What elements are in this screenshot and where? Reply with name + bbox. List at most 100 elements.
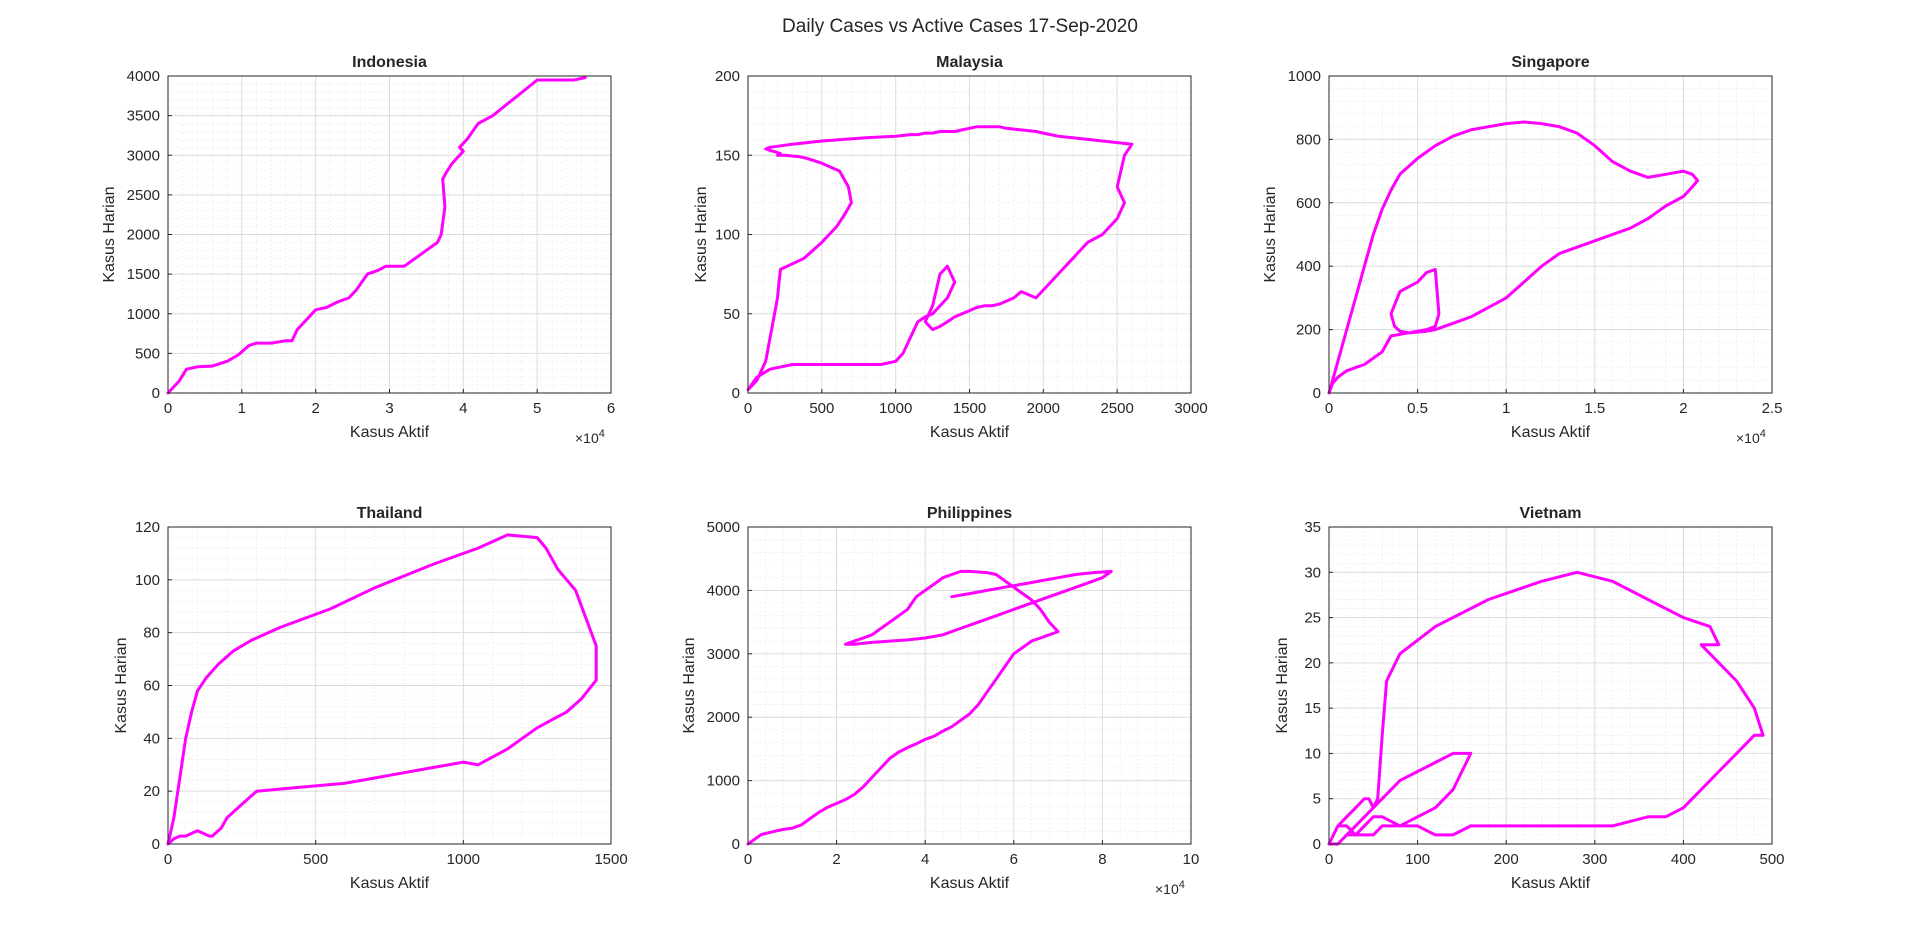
subplot-2: 0 0.5 1 1.5 2 2.5 0 200 400 600 800 1000 Singapore Ka…	[1262, 54, 1782, 446]
y-tick-label: 0	[152, 836, 160, 853]
x-tick-label: 0.5	[1407, 400, 1428, 417]
axes-box	[1328, 75, 1773, 394]
y-tick-label: 800	[1296, 131, 1321, 148]
y-tick-label: 2500	[127, 187, 160, 204]
subplot-title: Singapore	[1511, 54, 1589, 71]
x-tick-label: 2.5	[1762, 400, 1783, 417]
subplot-0: 0 1 2 3 4 5 6 0 500 1000 1500 2000 2500 3000 3500 4000 I…	[101, 54, 615, 446]
minor-grid	[1329, 76, 1772, 393]
x-tick-label: 6	[1010, 851, 1018, 868]
x-tick-label: 4	[459, 400, 467, 417]
x-tick-label: 1	[1502, 400, 1510, 417]
subplot-5: 0 100 200 300 400 500 0 5 10 15 20 25 30 35 Vietnam Kas…	[1274, 505, 1785, 892]
x-tick-label: 500	[1759, 851, 1784, 868]
y-tick-label: 1000	[127, 306, 160, 323]
plot-area	[748, 527, 1191, 844]
x-tick-label: 10	[1183, 851, 1200, 868]
y-tick-label: 10	[1304, 745, 1321, 762]
data-line-series-0	[746, 125, 1134, 392]
y-tick-label: 100	[135, 572, 160, 589]
x-exponent-label: ×104	[1155, 879, 1185, 897]
x-axis-label: Kasus Aktif	[930, 424, 1010, 441]
y-tick-label: 25	[1304, 610, 1321, 627]
subplot-4: 0 2 4 6 8 10 0 1000 2000 3000 4000 5000 Philippines K…	[681, 505, 1199, 897]
x-tick-label: 500	[809, 400, 834, 417]
y-tick-label: 5000	[707, 519, 740, 536]
x-tick-label: 500	[303, 851, 328, 868]
x-tick-label: 1500	[594, 851, 627, 868]
x-tick-label: 4	[921, 851, 929, 868]
y-tick-label: 600	[1296, 195, 1321, 212]
y-tick-label: 2000	[127, 227, 160, 244]
y-tick-label: 3000	[127, 147, 160, 164]
subplot-title: Thailand	[357, 505, 423, 522]
x-axis-label: Kasus Aktif	[1511, 424, 1591, 441]
x-tick-label: 0	[1325, 851, 1333, 868]
y-axis-label: Kasus Harian	[1274, 637, 1291, 733]
y-tick-label: 5	[1313, 791, 1321, 808]
x-tick-label: 1000	[879, 400, 912, 417]
axes-box	[1328, 526, 1773, 845]
y-axis-label: Kasus Harian	[101, 186, 118, 282]
y-tick-label: 0	[1313, 385, 1321, 402]
y-tick-label: 2000	[707, 709, 740, 726]
x-axis-label: Kasus Aktif	[350, 875, 430, 892]
y-tick-label: 200	[1296, 322, 1321, 339]
x-tick-label: 1	[238, 400, 246, 417]
x-tick-label: 2	[1679, 400, 1687, 417]
y-axis-label: Kasus Harian	[681, 637, 698, 733]
y-tick-label: 1000	[707, 773, 740, 790]
y-tick-label: 1000	[1288, 68, 1321, 85]
y-tick-label: 400	[1296, 258, 1321, 275]
plot-area	[1329, 527, 1772, 844]
y-tick-label: 200	[715, 68, 740, 85]
x-exponent-label: ×104	[1736, 428, 1766, 446]
subplot-1: 0 500 1000 1500 2000 2500 3000 0 50 100 150 200 Mala…	[693, 54, 1208, 441]
x-tick-label: 2	[832, 851, 840, 868]
x-tick-label: 400	[1671, 851, 1696, 868]
x-exponent-label: ×104	[575, 428, 605, 446]
x-tick-label: 0	[1325, 400, 1333, 417]
x-tick-label: 0	[744, 851, 752, 868]
x-tick-label: 1000	[447, 851, 480, 868]
y-axis-label: Kasus Harian	[693, 186, 710, 282]
x-tick-label: 8	[1098, 851, 1106, 868]
y-tick-label: 1500	[127, 266, 160, 283]
y-tick-label: 40	[143, 730, 160, 747]
data-line-series-0	[746, 569, 1113, 846]
x-tick-label: 0	[164, 400, 172, 417]
y-tick-label: 120	[135, 519, 160, 536]
figure-title: Daily Cases vs Active Cases 17-Sep-2020	[782, 16, 1138, 37]
y-axis-label: Kasus Harian	[113, 637, 130, 733]
subplot-grid: 0 1 2 3 4 5 605001000150020002500300035004000I…	[101, 54, 1785, 897]
y-tick-label: 0	[732, 836, 740, 853]
x-tick-label: 1.5	[1584, 400, 1605, 417]
y-tick-label: 20	[143, 783, 160, 800]
subplot-title: Vietnam	[1520, 505, 1582, 522]
y-tick-label: 150	[715, 147, 740, 164]
subplot-3: 0 500 1000 1500 0 20 40 60 80 100 120 Thailand Kasus…	[113, 505, 628, 892]
y-tick-label: 35	[1304, 519, 1321, 536]
subplot-title: Malaysia	[936, 54, 1003, 71]
data-line-series-0	[1327, 570, 1765, 846]
y-tick-label: 20	[1304, 655, 1321, 672]
x-tick-label: 3000	[1174, 400, 1207, 417]
y-tick-label: 500	[135, 345, 160, 362]
y-tick-label: 60	[143, 678, 160, 695]
x-tick-label: 5	[533, 400, 541, 417]
plot-area	[1329, 76, 1772, 393]
axes-box	[747, 526, 1192, 845]
data-line-series-0	[166, 533, 598, 846]
subplot-title: Philippines	[927, 505, 1012, 522]
y-tick-label: 4000	[707, 582, 740, 599]
y-tick-label: 50	[723, 306, 740, 323]
y-tick-label: 3000	[707, 646, 740, 663]
x-tick-label: 1500	[953, 400, 986, 417]
x-tick-label: 0	[744, 400, 752, 417]
y-tick-label: 0	[152, 385, 160, 402]
x-tick-label: 2000	[1027, 400, 1060, 417]
y-tick-label: 3500	[127, 108, 160, 125]
y-tick-label: 100	[715, 227, 740, 244]
x-tick-label: 2500	[1100, 400, 1133, 417]
